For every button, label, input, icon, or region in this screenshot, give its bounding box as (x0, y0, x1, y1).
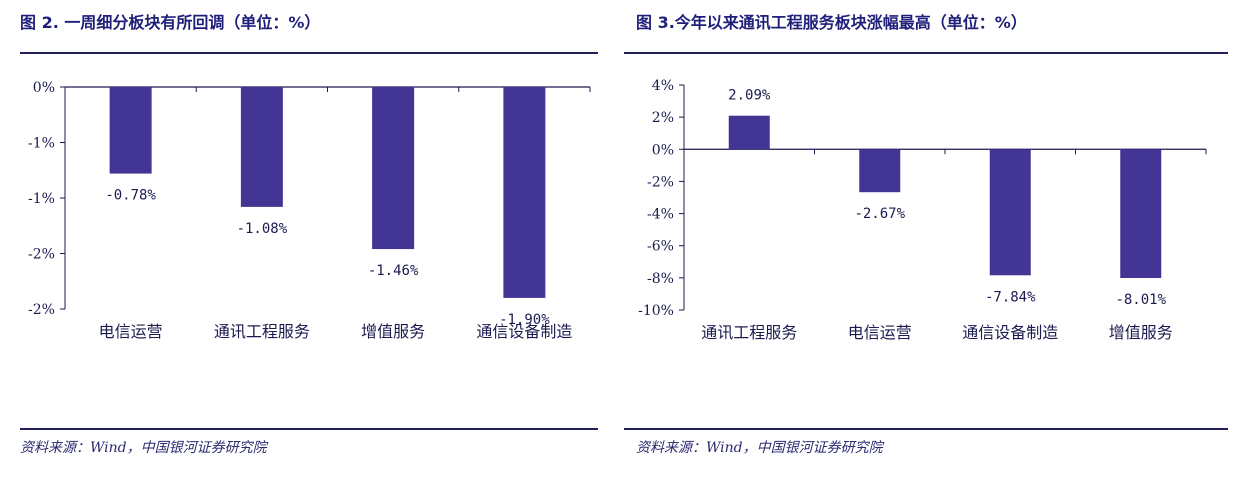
y-tick-label: -1% (28, 191, 55, 207)
category-label: 通讯工程服务 (701, 323, 797, 342)
category-label: 通讯工程服务 (214, 322, 310, 341)
data-label: -0.78% (105, 188, 156, 204)
category-label: 电信运营 (848, 323, 912, 342)
bar (372, 87, 415, 250)
category-label: 增值服务 (361, 322, 425, 341)
source-note: 资料来源：Wind，中国银河证券研究院 (20, 440, 267, 456)
bar (1120, 149, 1162, 279)
y-tick-label: 4% (652, 78, 674, 94)
source-note: 资料来源：Wind，中国银河证券研究院 (636, 440, 883, 456)
bar (859, 149, 901, 193)
y-tick-label: 0% (33, 80, 55, 96)
y-tick-label: 2% (652, 110, 674, 126)
category-label: 通信设备制造 (476, 322, 572, 341)
y-tick-label: -4% (647, 207, 674, 223)
bar (240, 87, 283, 207)
data-label: -1.90% (499, 312, 550, 328)
bottom-rule (624, 428, 1228, 430)
bar (503, 87, 546, 298)
category-label: 通信设备制造 (962, 323, 1058, 342)
y-tick-label: -10% (638, 303, 674, 319)
bar-chart-ytd: 4% 2% 0% -2% -4% -6% -8% -10% 2.09% 通讯工程服务 -2.67% 电… (638, 78, 1207, 342)
bottom-rule (20, 428, 598, 430)
data-label: -7.84% (985, 289, 1036, 305)
chart-panel-weekly: 图 2. 一周细分板块有所回调（单位：%） 0% -1% -1% -2% -2% -0.7… (0, 0, 605, 500)
bar (109, 87, 152, 174)
data-label: 2.09% (728, 88, 771, 104)
data-label: -8.01% (1115, 292, 1166, 308)
bar (989, 149, 1031, 276)
y-tick-label: -2% (647, 174, 674, 190)
bar (728, 115, 770, 150)
y-tick-label: 0% (652, 142, 674, 158)
y-tick-label: -6% (647, 239, 674, 255)
category-label: 增值服务 (1109, 323, 1173, 342)
data-label: -1.46% (368, 263, 419, 279)
top-rule (20, 52, 598, 54)
y-tick-label: -1% (28, 136, 55, 152)
data-label: -1.08% (237, 221, 288, 237)
chart-panel-ytd: 图 3.今年以来通讯工程服务板块涨幅最高（单位：%） 4% 2% 0% -2% -4% -… (624, 0, 1238, 500)
category-label: 电信运营 (99, 322, 163, 341)
chart-title: 图 3.今年以来通讯工程服务板块涨幅最高（单位：%） (636, 13, 1027, 32)
bar-chart-weekly: 0% -1% -1% -2% -2% -0.78% 电信运营 -1.08% 通讯工程服务 -1.4… (28, 80, 591, 341)
y-tick-label: -2% (28, 247, 55, 263)
y-tick-label: -8% (647, 271, 674, 287)
top-rule (624, 52, 1228, 54)
y-tick-label: -2% (28, 302, 55, 318)
data-label: -2.67% (854, 206, 905, 222)
chart-title: 图 2. 一周细分板块有所回调（单位：%） (20, 13, 321, 32)
